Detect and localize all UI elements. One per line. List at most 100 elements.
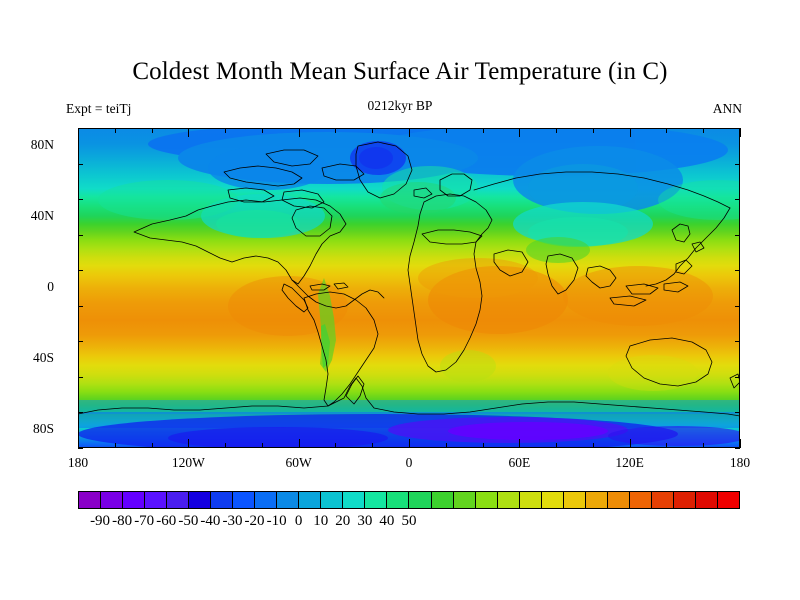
x-axis-tick [703, 443, 705, 448]
x-axis-tick [261, 443, 263, 448]
x-axis-tick [114, 128, 116, 133]
colorbar-cell-12 [342, 492, 365, 508]
season-label: ANN [712, 101, 742, 116]
colorbar-cell-26 [650, 492, 673, 508]
y-axis-tick [78, 270, 83, 272]
colorbar-cell-19 [496, 492, 519, 508]
y-axis-tick [735, 376, 740, 378]
figure-title: Coldest Month Mean Surface Air Temperatu… [132, 58, 668, 85]
x-axis-tick [78, 439, 79, 448]
y-axis-tick [78, 305, 83, 307]
colorbar [78, 491, 740, 509]
y-axis-tick [78, 412, 83, 414]
y-axis-tick [78, 163, 83, 165]
x-axis-tick [519, 128, 521, 137]
x-axis-tick [335, 443, 337, 448]
colorbar-tick-label: -70 [134, 513, 155, 529]
colorbar-cell-5 [188, 492, 211, 508]
colorbar-cell-10 [298, 492, 321, 508]
colorbar-cell-14 [386, 492, 409, 508]
y-axis-tick [78, 448, 83, 449]
x-axis-tick [409, 128, 410, 137]
x-axis-tick [188, 439, 190, 448]
y-axis-label: 40N [30, 207, 54, 223]
x-axis-tick [335, 128, 337, 133]
colorbar-tick-label: -60 [156, 513, 177, 529]
x-axis-tick [482, 443, 484, 448]
colorbar-cell-22 [562, 492, 585, 508]
map-plot-area [78, 128, 740, 448]
y-axis-tick [735, 305, 740, 307]
x-axis-tick [519, 439, 521, 448]
temperature-field [78, 128, 740, 448]
colorbar-cell-24 [606, 492, 629, 508]
y-axis-tick [735, 234, 740, 236]
y-axis-tick [78, 199, 83, 201]
colorbar-tick-label: 30 [357, 513, 373, 529]
colorbar-cell-17 [452, 492, 475, 508]
colorbar-tick-label: -50 [178, 513, 199, 529]
x-axis-tick [666, 128, 668, 133]
y-axis-tick [735, 448, 740, 449]
colorbar-cell-18 [474, 492, 497, 508]
colorbar-cell-25 [628, 492, 651, 508]
y-axis-tick [78, 128, 83, 129]
colorbar-cell-0 [79, 492, 101, 508]
x-axis-label: 180 [729, 455, 751, 470]
x-axis-tick [151, 443, 153, 448]
x-axis-tick [629, 439, 631, 448]
colorbar-tick-label: -40 [200, 513, 221, 529]
colorbar-cell-3 [144, 492, 167, 508]
y-axis-tick [78, 341, 83, 343]
colorbar-tick-label: 10 [313, 513, 329, 529]
x-axis-label: 180 [67, 455, 89, 470]
x-axis-tick [482, 128, 484, 133]
colorbar-cell-9 [276, 492, 299, 508]
colorbar-cell-20 [518, 492, 541, 508]
x-axis-tick [372, 443, 374, 448]
x-axis-tick [556, 443, 558, 448]
y-axis-label: 40S [32, 350, 54, 366]
x-axis-tick [592, 128, 594, 133]
x-axis-tick [151, 128, 153, 133]
y-axis-label: 0 [47, 279, 54, 294]
colorbar-tick-label: -90 [90, 513, 111, 529]
x-axis-tick [225, 443, 227, 448]
x-axis-tick [114, 443, 116, 448]
colorbar-tick-label: 50 [401, 513, 417, 529]
colorbar-cell-1 [100, 492, 123, 508]
time-period-label: 0212kyr BP [367, 98, 433, 113]
colorbar-tick-label: -30 [222, 513, 243, 529]
colorbar-tick-label: -10 [266, 513, 287, 529]
x-axis-label: 0 [405, 455, 413, 470]
x-axis-label: 60E [508, 455, 531, 470]
colorbar-tick-label: -20 [244, 513, 265, 529]
x-axis-tick [445, 443, 447, 448]
colorbar-cell-29 [716, 492, 739, 508]
x-axis-label: 120W [171, 455, 205, 470]
colorbar-cell-4 [166, 492, 189, 508]
colorbar-cell-16 [430, 492, 453, 508]
colorbar-cell-11 [320, 492, 343, 508]
colorbar-cell-27 [672, 492, 695, 508]
y-axis-tick [735, 128, 740, 129]
colorbar-cell-13 [364, 492, 387, 508]
colorbar-tick-label: 0 [294, 513, 303, 529]
colorbar-cell-2 [122, 492, 145, 508]
y-axis-tick [735, 199, 740, 201]
x-axis-tick [298, 128, 300, 137]
y-axis-label: 80N [30, 136, 54, 152]
x-axis-tick [225, 128, 227, 133]
x-axis-tick [188, 128, 190, 137]
colorbar-tick-label: 40 [379, 513, 395, 529]
colorbar-cell-6 [210, 492, 233, 508]
x-axis-tick [740, 439, 741, 448]
y-axis-tick [78, 234, 83, 236]
x-axis-tick [666, 443, 668, 448]
x-axis-tick [740, 128, 741, 137]
x-axis-tick [592, 443, 594, 448]
x-axis-label: 120E [615, 455, 644, 470]
colorbar-tick-label: 20 [335, 513, 351, 529]
colorbar-tick-label: -80 [112, 513, 133, 529]
